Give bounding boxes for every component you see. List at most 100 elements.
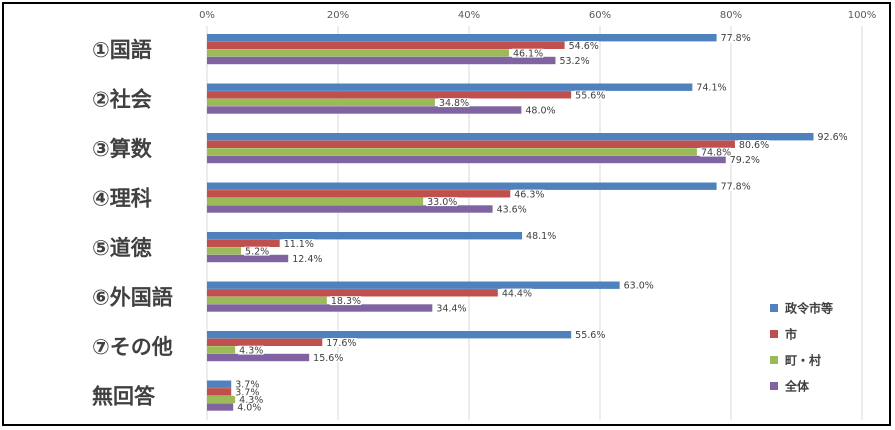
bar xyxy=(207,232,523,240)
bar xyxy=(207,155,726,164)
data-label: 33.0% xyxy=(427,197,457,208)
bar xyxy=(207,34,717,42)
category-label: ⑥外国語 xyxy=(92,286,173,310)
bar xyxy=(207,56,556,65)
category-label: ③算数 xyxy=(92,137,153,161)
bar xyxy=(207,49,509,57)
data-label: 12.4% xyxy=(292,254,322,265)
bar xyxy=(207,91,572,99)
bar xyxy=(207,380,232,388)
data-label: 4.3% xyxy=(239,395,263,406)
data-label-bg xyxy=(558,56,590,66)
data-label: 77.8% xyxy=(721,33,751,44)
data-label: 46.3% xyxy=(514,189,544,200)
bar xyxy=(207,331,572,339)
bar xyxy=(207,281,620,289)
bar xyxy=(207,239,280,247)
x-tick-label: 0% xyxy=(199,10,215,21)
data-label: 63.0% xyxy=(624,281,654,292)
data-label: 54.6% xyxy=(569,41,599,52)
bar xyxy=(207,140,735,148)
data-label-bg xyxy=(325,338,357,347)
legend-label: 市 xyxy=(785,327,797,342)
data-label: 92.6% xyxy=(818,132,848,143)
data-label: 80.6% xyxy=(739,140,769,151)
bar xyxy=(207,388,232,396)
data-label-bg xyxy=(567,41,600,50)
data-label: 34.8% xyxy=(439,98,469,109)
bars xyxy=(207,34,814,411)
category-label: ⑦その他 xyxy=(92,335,173,359)
data-label: 79.2% xyxy=(730,155,760,166)
data-label-bg xyxy=(435,303,467,313)
data-label-bg xyxy=(513,189,545,199)
data-label-bg xyxy=(426,197,458,207)
data-label-bg xyxy=(719,182,752,191)
bar xyxy=(207,83,693,91)
data-label-bg xyxy=(816,132,849,142)
legend-label: 政令市等 xyxy=(785,301,833,316)
data-label-bg xyxy=(699,147,732,157)
data-label-bg xyxy=(524,105,556,115)
data-label-bg xyxy=(574,330,606,340)
data-label: 46.1% xyxy=(513,48,543,59)
data-label: 34.4% xyxy=(436,304,466,315)
data-label-bg xyxy=(574,90,606,100)
data-label-bg xyxy=(329,296,362,306)
x-tick-label: 80% xyxy=(720,10,742,21)
data-label: 11.1% xyxy=(284,239,314,250)
category-label: 無回答 xyxy=(92,385,156,409)
data-label: 48.1% xyxy=(526,231,556,242)
data-label: 5.2% xyxy=(245,246,269,257)
data-labels: 77.8% 54.6% 46.1% 53.2% 74.1% 55.6% 34.8% 48.0%… xyxy=(234,33,849,414)
data-label-bg xyxy=(525,231,557,241)
bar xyxy=(207,182,717,190)
data-label: 44.4% xyxy=(502,288,532,299)
data-label: 4.0% xyxy=(237,403,261,414)
data-label: 77.8% xyxy=(721,182,751,193)
data-label-bg xyxy=(719,33,752,43)
data-label-bg xyxy=(695,83,727,92)
data-label: 43.6% xyxy=(497,205,527,216)
bar xyxy=(207,41,565,49)
data-label: 3.7% xyxy=(235,380,259,391)
data-label-bg xyxy=(238,345,264,355)
data-label-bg xyxy=(234,387,260,397)
bar xyxy=(207,254,289,263)
legend-swatch xyxy=(770,382,778,390)
bar xyxy=(207,197,424,206)
data-label-bg xyxy=(500,288,533,298)
data-label-bg xyxy=(312,353,344,363)
chart-frame: 0% 20% 40% 60% 80% 100% ①国語 ②社会 ③算数 ④理科 ⑤道徳 ⑥外国語 ⑦そ… xyxy=(2,2,891,426)
data-label: 55.6% xyxy=(575,330,605,341)
bar xyxy=(207,304,433,312)
data-label-bg xyxy=(622,281,655,290)
data-label-bg xyxy=(282,239,315,248)
x-tick-label: 100% xyxy=(848,10,877,21)
data-label: 15.6% xyxy=(313,353,343,364)
x-tick-label: 40% xyxy=(458,10,480,21)
data-label-bg xyxy=(728,155,761,165)
bar xyxy=(207,148,697,156)
data-label-bg xyxy=(511,48,544,58)
bar xyxy=(207,106,522,114)
data-label-bg xyxy=(244,246,270,256)
bar xyxy=(207,133,814,141)
bar xyxy=(207,247,242,255)
data-label-bg xyxy=(234,380,260,389)
legend-label: 町・村 xyxy=(785,353,821,368)
category-label: ②社会 xyxy=(92,88,152,112)
bar xyxy=(207,205,493,213)
data-label: 3.7% xyxy=(235,387,259,398)
data-label-bg xyxy=(437,98,470,108)
data-label: 17.6% xyxy=(326,338,356,349)
bar xyxy=(207,338,323,346)
category-label: ①国語 xyxy=(92,38,152,62)
data-label: 74.8% xyxy=(701,147,731,158)
x-tick-label: 20% xyxy=(327,10,349,21)
x-tick-label: 60% xyxy=(589,10,611,21)
legend-swatch xyxy=(770,356,778,364)
data-label-bg xyxy=(238,395,264,405)
